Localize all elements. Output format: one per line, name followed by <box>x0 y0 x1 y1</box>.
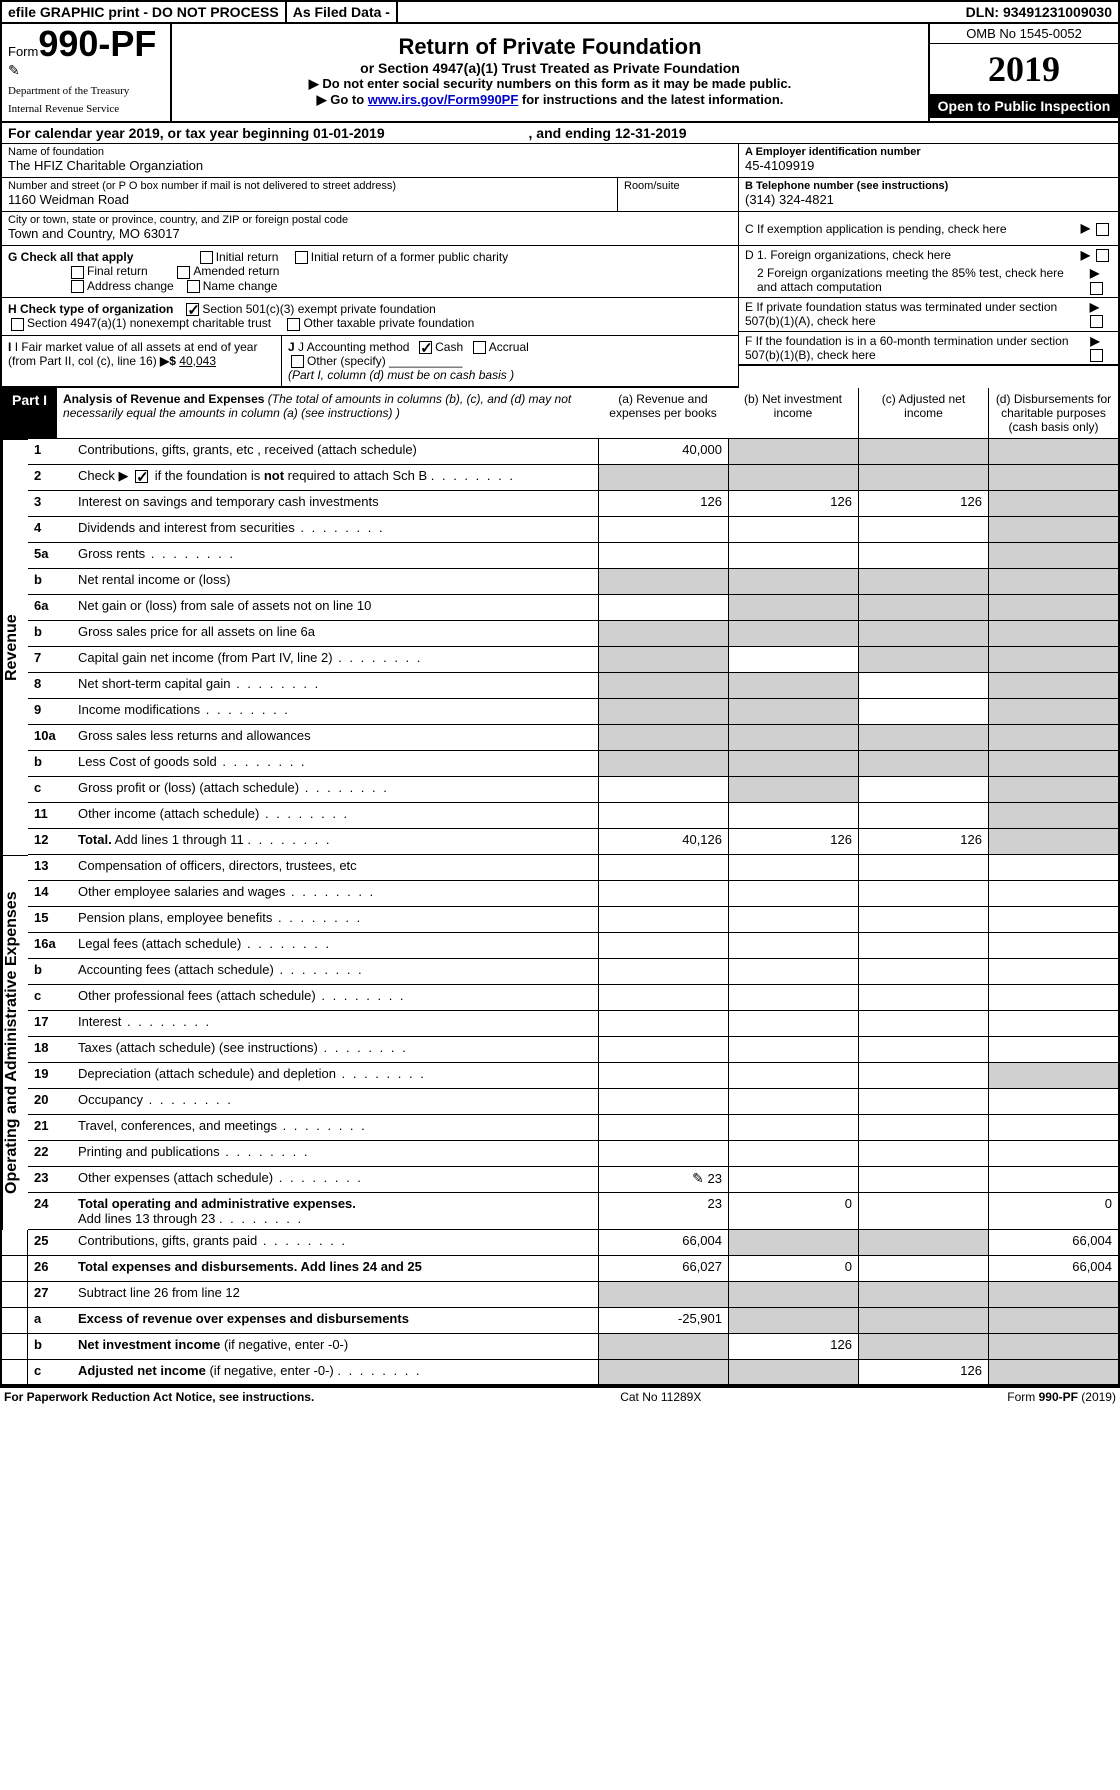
street-address: 1160 Weidman Road <box>8 192 611 207</box>
checkbox-final-return[interactable] <box>71 266 84 279</box>
calendar-year-line: For calendar year 2019, or tax year begi… <box>0 123 1120 144</box>
footer-mid: Cat No 11289X <box>620 1390 701 1404</box>
form-header: Form990-PF ✎ Department of the Treasury … <box>0 24 1120 123</box>
checkbox-address-change[interactable] <box>71 280 84 293</box>
as-filed: As Filed Data - <box>287 2 398 22</box>
section-d: D 1. Foreign organizations, check here▶ … <box>739 246 1118 298</box>
top-bar: efile GRAPHIC print - DO NOT PROCESS As … <box>0 0 1120 24</box>
revenue-side-label: Revenue <box>2 439 28 855</box>
omb-number: OMB No 1545-0052 <box>930 24 1118 44</box>
open-public-label: Open to Public Inspection <box>930 94 1118 118</box>
checkbox-e[interactable] <box>1090 315 1103 328</box>
ein-value: 45-4109919 <box>745 158 1112 173</box>
form-subtitle: or Section 4947(a)(1) Trust Treated as P… <box>176 60 924 76</box>
col-c-header: (c) Adjusted net income <box>858 388 988 438</box>
phone-value: (314) 324-4821 <box>745 192 1112 207</box>
page-footer: For Paperwork Reduction Act Notice, see … <box>0 1386 1120 1406</box>
checkbox-amended[interactable] <box>177 266 190 279</box>
section-i: I I Fair market value of all assets at e… <box>2 336 282 387</box>
col-b-header: (b) Net investment income <box>728 388 858 438</box>
efile-notice: efile GRAPHIC print - DO NOT PROCESS <box>2 2 287 22</box>
part1-title: Analysis of Revenue and Expenses (The to… <box>57 388 598 438</box>
checkbox-d1[interactable] <box>1096 249 1109 262</box>
room-cell: Room/suite <box>618 178 738 211</box>
section-f: F If the foundation is in a 60-month ter… <box>739 332 1118 366</box>
section-g: G Check all that apply Initial return In… <box>2 246 738 298</box>
section-ij: I I Fair market value of all assets at e… <box>2 336 738 389</box>
part1-grid: Revenue 1Contributions, gifts, grants, e… <box>0 439 1120 1386</box>
id-right-column: A Employer identification number 45-4109… <box>738 144 1118 388</box>
footer-left: For Paperwork Reduction Act Notice, see … <box>4 1390 314 1404</box>
section-h: H Check type of organization Section 501… <box>2 298 738 336</box>
id-left-column: Name of foundation The HFIZ Charitable O… <box>2 144 738 388</box>
foundation-name-cell: Name of foundation The HFIZ Charitable O… <box>2 144 738 178</box>
checkbox-sch-b[interactable] <box>135 470 148 483</box>
form-title: Return of Private Foundation <box>176 34 924 60</box>
city-cell: City or town, state or province, country… <box>2 212 738 246</box>
section-c: C If exemption application is pending, c… <box>739 212 1118 246</box>
phone-cell: B Telephone number (see instructions) (3… <box>739 178 1118 212</box>
header-right: OMB No 1545-0052 2019 Open to Public Ins… <box>928 24 1118 121</box>
form-prefix: Form <box>8 44 38 59</box>
identification-section: Name of foundation The HFIZ Charitable O… <box>0 144 1120 388</box>
checkbox-d2[interactable] <box>1090 282 1103 295</box>
checkbox-f[interactable] <box>1090 349 1103 362</box>
pencil-icon[interactable]: ✎ <box>692 1170 704 1186</box>
col-d-header: (d) Disbursements for charitable purpose… <box>988 388 1118 438</box>
part1-label: Part I <box>2 388 57 438</box>
section-e: E If private foundation status was termi… <box>739 298 1118 332</box>
checkbox-cash[interactable] <box>419 341 432 354</box>
street-cell: Number and street (or P O box number if … <box>2 178 618 211</box>
fmv-value: 40,043 <box>179 354 216 368</box>
checkbox-initial-return[interactable] <box>200 251 213 264</box>
instr-2: ▶ Go to www.irs.gov/Form990PF for instru… <box>176 92 924 108</box>
city-state-zip: Town and Country, MO 63017 <box>8 226 732 241</box>
instr-1: ▶ Do not enter social security numbers o… <box>176 76 924 92</box>
expenses-side-label: Operating and Administrative Expenses <box>2 855 28 1230</box>
dln: DLN: 93491231009030 <box>960 2 1118 22</box>
tax-year: 2019 <box>930 44 1118 94</box>
pencil-icon: ✎ <box>8 62 164 79</box>
checkbox-initial-former[interactable] <box>295 251 308 264</box>
checkbox-c[interactable] <box>1096 223 1109 236</box>
checkbox-501c3[interactable] <box>186 303 199 316</box>
checkbox-name-change[interactable] <box>187 280 200 293</box>
header-center: Return of Private Foundation or Section … <box>172 24 928 121</box>
address-row: Number and street (or P O box number if … <box>2 178 738 212</box>
checkbox-accrual[interactable] <box>473 341 486 354</box>
header-left: Form990-PF ✎ Department of the Treasury … <box>2 24 172 121</box>
part1-header-row: Part I Analysis of Revenue and Expenses … <box>0 388 1120 439</box>
checkbox-4947a1[interactable] <box>11 318 24 331</box>
section-j: J J Accounting method Cash Accrual Other… <box>282 336 738 387</box>
foundation-name: The HFIZ Charitable Organziation <box>8 158 732 173</box>
form-number: 990-PF <box>38 23 156 64</box>
col-a-header: (a) Revenue and expenses per books <box>598 388 728 438</box>
checkbox-other-method[interactable] <box>291 355 304 368</box>
checkbox-other-taxable[interactable] <box>287 318 300 331</box>
dept-irs: Internal Revenue Service <box>8 103 164 115</box>
irs-link[interactable]: www.irs.gov/Form990PF <box>368 92 519 107</box>
ein-cell: A Employer identification number 45-4109… <box>739 144 1118 178</box>
dept-treasury: Department of the Treasury <box>8 85 164 97</box>
footer-right: Form 990-PF (2019) <box>1007 1390 1116 1404</box>
